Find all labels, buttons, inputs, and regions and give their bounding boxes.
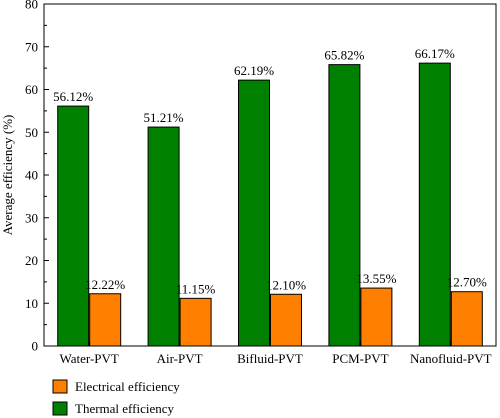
x-tick-label: Nanofluid-PVT [410,351,492,366]
electrical-bar-pcm-pvt [360,287,393,347]
y-axis-label: Average efficiency (%) [0,115,15,236]
x-axis: Water-PVT Air-PVT Bifluid-PVT PCM-PVT Nanofl… [60,341,492,366]
electrical-data-label: 12.22% [85,277,125,292]
y-tick-label: 70 [25,39,38,54]
thermal-bar-bifluid-pvt [238,79,270,347]
thermal-bar-water-pvt [57,105,90,347]
thermal-bar-pcm-pvt [328,64,361,347]
thermal-bar-nanofluid-pvt [418,62,451,347]
legend-swatch [52,401,68,416]
y-axis: 0 10 20 30 40 50 60 70 80 [25,0,49,354]
electrical-data-label: 12.10% [266,277,306,292]
data-labels-group: 56.12% 12.22% 51.21% 11.15% 62.19% 12.10% 65.8… [53,46,487,296]
legend-swatch [52,379,68,394]
thermal-data-label: 62.19% [234,63,274,78]
bars-group [57,62,483,347]
x-tick-label: Water-PVT [60,351,119,366]
electrical-data-label: 11.15% [176,281,216,296]
y-tick-label: 60 [25,82,38,97]
legend-label: Thermal efficiency [75,401,175,416]
legend-label: Electrical efficiency [75,379,180,394]
electrical-data-label: 13.55% [356,271,396,286]
y-tick-label: 0 [32,339,39,354]
x-tick-label: Bifluid-PVT [237,351,303,366]
y-tick-label: 30 [25,210,38,225]
electrical-bar-bifluid-pvt [270,293,302,347]
y-tick-label: 50 [25,125,38,140]
thermal-data-label: 65.82% [324,48,364,63]
electrical-bar-nanofluid-pvt [450,291,483,347]
x-tick-label: PCM-PVT [332,351,388,366]
legend: Electrical efficiency Thermal efficiency [52,379,180,416]
y-tick-label: 20 [25,253,38,268]
y-tick-label: 10 [25,296,38,311]
thermal-data-label: 51.21% [144,110,184,125]
thermal-data-label: 56.12% [53,89,93,104]
electrical-data-label: 12.70% [447,275,487,290]
y-tick-label: 40 [25,168,38,183]
electrical-bar-water-pvt [89,293,122,347]
x-tick-label: Air-PVT [157,351,203,366]
thermal-data-label: 66.17% [415,46,455,61]
thermal-bar-air-pvt [147,126,180,347]
y-tick-label: 80 [25,0,38,12]
electrical-bar-air-pvt [179,297,212,347]
